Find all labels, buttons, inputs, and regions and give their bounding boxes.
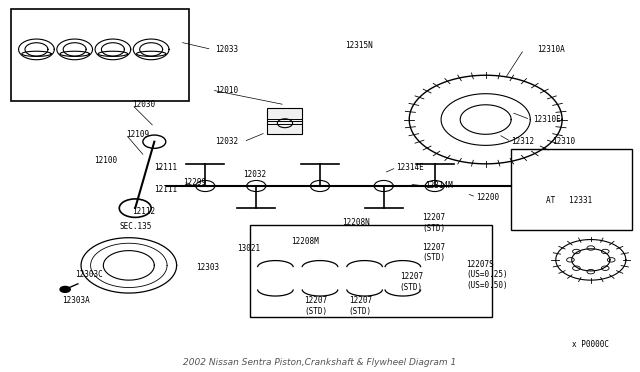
Text: 2002 Nissan Sentra Piston,Crankshaft & Flywheel Diagram 1: 2002 Nissan Sentra Piston,Crankshaft & F…	[184, 358, 456, 367]
Text: 12207
(STD): 12207 (STD)	[422, 243, 445, 262]
Text: 12010: 12010	[215, 86, 238, 94]
Text: SEC.135: SEC.135	[119, 222, 152, 231]
Text: 12112: 12112	[132, 207, 155, 217]
Text: 13021: 13021	[237, 244, 260, 253]
Text: 12207
(STD): 12207 (STD)	[349, 296, 372, 316]
Circle shape	[60, 286, 70, 292]
Text: 12310: 12310	[552, 137, 576, 146]
Text: 12207
(STD): 12207 (STD)	[422, 213, 445, 232]
Text: 12111: 12111	[154, 163, 177, 172]
Text: 12314M: 12314M	[425, 182, 453, 190]
FancyBboxPatch shape	[268, 109, 303, 134]
Text: 12207S
(US=0.25)
(US=0.50): 12207S (US=0.25) (US=0.50)	[467, 260, 508, 289]
Text: 12032: 12032	[244, 170, 267, 179]
Text: 12032: 12032	[215, 137, 238, 146]
Text: 12303A: 12303A	[62, 296, 90, 305]
Text: 12315N: 12315N	[346, 41, 373, 50]
Text: AT   12331: AT 12331	[546, 196, 593, 205]
Text: 12208M: 12208M	[291, 237, 319, 246]
Text: 12310E: 12310E	[534, 115, 561, 124]
Text: 12030: 12030	[132, 100, 155, 109]
Text: 12207
(STD): 12207 (STD)	[304, 296, 327, 316]
Text: 12109: 12109	[125, 130, 148, 139]
Text: 12310A: 12310A	[537, 45, 564, 54]
Text: 12299: 12299	[183, 178, 206, 187]
Text: 12208N: 12208N	[342, 218, 370, 227]
Text: 12207
(STD): 12207 (STD)	[399, 272, 423, 292]
Text: 12303C: 12303C	[75, 270, 102, 279]
Text: 12111: 12111	[154, 185, 177, 194]
Text: 12200: 12200	[476, 193, 499, 202]
Text: 12303: 12303	[196, 263, 219, 272]
Text: 12100: 12100	[94, 155, 117, 165]
Text: 12312: 12312	[511, 137, 534, 146]
Text: 12033: 12033	[215, 45, 238, 54]
Text: x P0000C: x P0000C	[572, 340, 609, 349]
Text: 12314E: 12314E	[396, 163, 424, 172]
